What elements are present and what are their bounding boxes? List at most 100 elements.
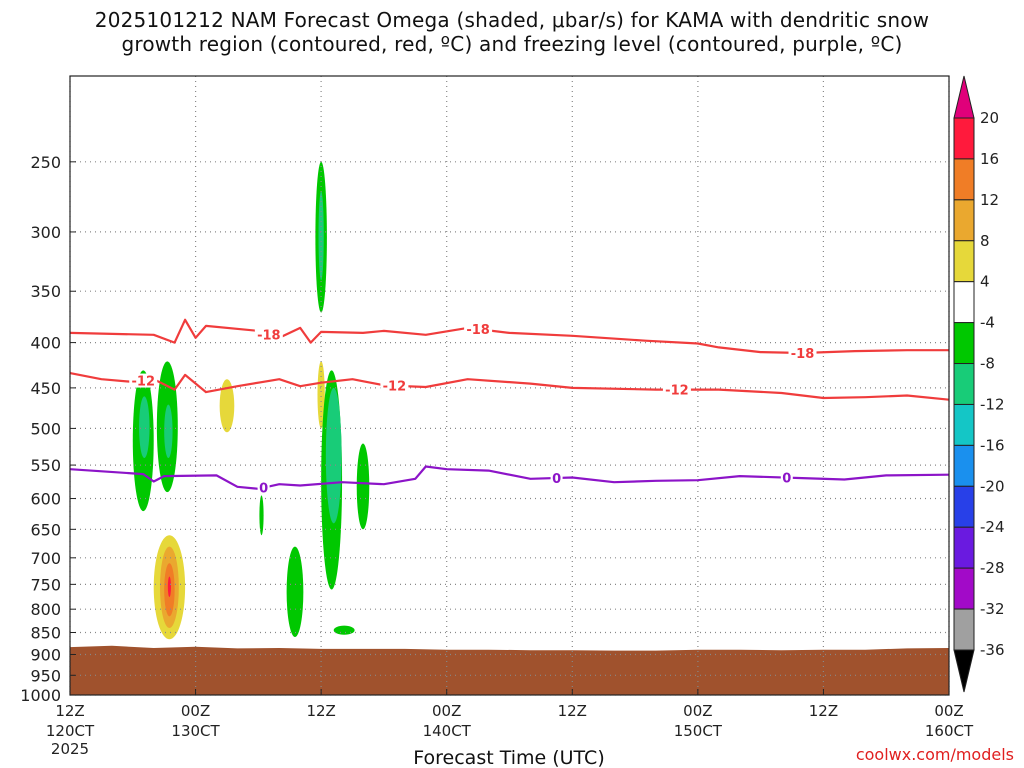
colorbar-label: -16 [980, 436, 1005, 454]
omega-blob [167, 576, 171, 597]
x-tick-label: 2025 [51, 740, 89, 758]
omega-blob [356, 443, 370, 530]
colorbar-label: -24 [980, 518, 1005, 536]
contour-label-bg [662, 382, 691, 397]
contour-label-bg [129, 373, 158, 388]
contours: -18 -18 -18 -12 -12 -12 0 0 0 [69, 318, 950, 497]
x-axis-title: Forecast Time (UTC) [413, 747, 604, 768]
colorbar-swatch [953, 608, 975, 651]
colorbar: 20 16 12 8 4 -4 -8 -12 -16 -20 -24 -28 -32 -36 [953, 75, 1005, 693]
x-tick-label: 12Z [558, 702, 587, 720]
x-tick-label: 150CT [674, 722, 723, 740]
terrain [70, 645, 949, 695]
colorbar-label: -32 [980, 600, 1005, 618]
chart-title-line-1: 2025101212 NAM Forecast Omega (shaded, μ… [94, 8, 930, 32]
colorbar-label: -28 [980, 559, 1005, 577]
y-tick-label: 1000 [20, 686, 61, 705]
y-tick-label: 350 [30, 282, 61, 301]
colorbar-bottom-arrow [953, 649, 975, 693]
x-tick-label: 00Z [934, 702, 963, 720]
y-tick-label: 650 [30, 520, 61, 539]
colorbar-label: 12 [980, 191, 999, 209]
contour-label: 0 [259, 482, 268, 497]
x-tick-label: 140CT [423, 722, 472, 740]
contour-label-bg [780, 470, 793, 485]
y-tick-label: 850 [30, 623, 61, 642]
credit-text: coolwx.com/models [856, 745, 1014, 764]
gridlines [69, 76, 950, 696]
contour-label-bg [257, 480, 270, 495]
y-tick-label: 700 [30, 549, 61, 568]
plot-frame [69, 75, 950, 696]
colorbar-label: 4 [980, 273, 990, 291]
colorbar-swatch [953, 322, 975, 365]
x-tick-label: 00Z [181, 702, 210, 720]
omega-blob [325, 387, 342, 524]
y-tick-label: 300 [30, 223, 61, 242]
contour-line [69, 318, 949, 355]
contour-label: -18 [791, 347, 815, 362]
y-tick-label: 400 [30, 334, 61, 353]
x-tick-label: 12Z [809, 702, 838, 720]
x-tick-label: 12Z [55, 702, 84, 720]
y-tick-label: 450 [30, 379, 61, 398]
colorbar-label: -36 [980, 641, 1005, 659]
y-tick-label: 250 [30, 153, 61, 172]
omega-blob [333, 625, 355, 635]
colorbar-swatch [953, 240, 975, 283]
colorbar-label: -12 [980, 395, 1005, 413]
contour-label: -12 [132, 375, 156, 390]
y-tick-label: 600 [30, 490, 61, 509]
y-axis: 250 300 350 400 450 500 550 600 650 700 750 800 850 9… [20, 153, 76, 705]
x-tick-label: 00Z [683, 702, 712, 720]
colorbar-top-arrow [953, 75, 975, 119]
contour-label: 0 [552, 472, 561, 487]
x-tick-label: 130CT [171, 722, 220, 740]
contour-label-bg [788, 346, 817, 361]
x-tick-label: 160CT [925, 722, 974, 740]
colorbar-swatch [953, 526, 975, 569]
omega-blob [164, 404, 173, 459]
colorbar-swatch [953, 281, 975, 324]
chart-title-line-2: growth region (contoured, red, ºC) and f… [121, 32, 903, 56]
colorbar-label: 8 [980, 232, 990, 250]
contour-label-bg [550, 470, 563, 485]
contour-label: -18 [466, 323, 490, 338]
y-tick-label: 800 [30, 600, 61, 619]
contour-label-bg [380, 378, 409, 393]
terrain-fill [70, 645, 949, 695]
y-tick-label: 900 [30, 645, 61, 664]
colorbar-label: -8 [980, 355, 995, 373]
y-tick-label: 750 [30, 575, 61, 594]
x-tick-label: 120CT [46, 722, 95, 740]
colorbar-swatch [953, 403, 975, 446]
y-tick-label: 550 [30, 456, 61, 475]
contour-label-bg [254, 327, 283, 342]
contour-line [69, 372, 950, 401]
colorbar-label: -20 [980, 477, 1005, 495]
colorbar-label: 16 [980, 150, 999, 168]
colorbar-swatch [953, 363, 975, 405]
colorbar-swatch [953, 199, 975, 242]
contour-line [69, 465, 950, 490]
omega-blob [286, 546, 304, 637]
colorbar-swatch [953, 485, 975, 528]
colorbar-label: 20 [980, 109, 999, 127]
x-tick-label: 00Z [432, 702, 461, 720]
omega-shading [132, 161, 370, 640]
omega-blob [259, 495, 264, 536]
contour-label: -12 [665, 384, 689, 399]
colorbar-label: -4 [980, 314, 995, 332]
y-tick-label: 950 [30, 666, 61, 685]
omega-blob [318, 191, 324, 281]
x-tick-label: 12Z [306, 702, 335, 720]
contour-label: -18 [257, 328, 281, 343]
contour-label: 0 [782, 472, 791, 487]
omega-blob [139, 396, 150, 459]
colorbar-swatch [953, 567, 975, 610]
omega-blob [219, 379, 235, 433]
omega-blob [317, 361, 325, 429]
colorbar-swatch [953, 117, 975, 160]
